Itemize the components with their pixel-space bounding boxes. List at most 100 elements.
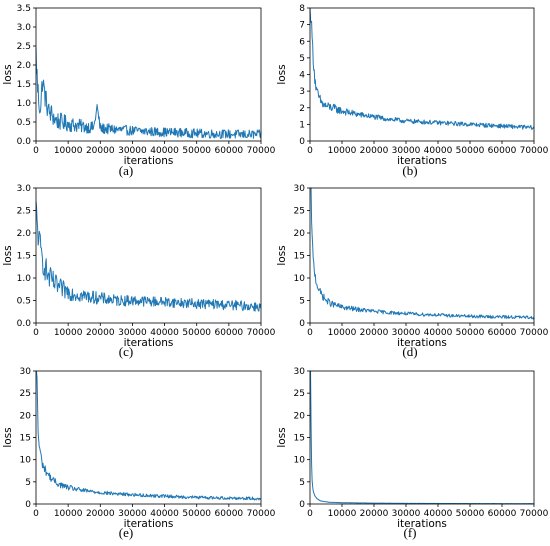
y-tick-label: 2.0 [17,229,32,239]
x-tick-label: 20000 [86,509,115,519]
loss-series-line [309,370,535,505]
y-tick-label: 15 [294,252,305,262]
x-axis-label: iterations [397,518,447,530]
y-tick-label: 5 [299,297,305,307]
x-tick-label: 40000 [150,146,179,156]
loss-series-line [309,7,535,131]
x-tick-label: 60000 [488,328,517,338]
y-tick-label: 5 [25,478,31,488]
y-tick-label: 0 [299,137,305,147]
x-tick-label: 10000 [328,509,357,519]
subplot-d: 0 5 10 15 20 25 30 0 10000 20000 30000 40000 50000 60… [276,184,549,359]
y-tick-label: 20 [294,229,306,239]
x-tick-label: 30000 [118,146,147,156]
axes-frame [35,187,262,324]
y-tick-label: 2.0 [17,61,32,71]
panel-label: (a) [119,163,133,178]
y-tick-label: 1.0 [17,274,32,284]
y-tick-label: 10 [294,274,306,284]
y-tick-label: 7 [299,21,305,31]
x-tick-label: 0 [307,146,313,156]
subplot-f: 0 5 10 15 20 25 30 0 10000 20000 30000 40000 50000 60… [276,367,549,540]
x-tick-label: 40000 [424,509,453,519]
y-tick-label: 3.5 [17,4,31,14]
y-tick-label: 0.0 [17,137,32,147]
x-tick-label: 30000 [392,146,421,156]
panel-label: (c) [119,344,133,359]
y-axis-label: loss [2,245,14,265]
x-tick-label: 60000 [488,146,517,156]
x-tick-label: 20000 [360,328,389,338]
y-tick-label: 4 [299,71,305,81]
y-tick-label: 1.5 [17,252,31,262]
panel-label: (d) [402,344,417,359]
panel-label: (b) [402,163,417,178]
x-tick-label: 50000 [182,509,211,519]
x-tick-label: 50000 [182,328,211,338]
y-axis-label: loss [2,64,14,84]
subplot-b: 0 1 2 3 4 5 6 7 8 0 10000 20000 30000 40000 50000 60000… [276,4,549,178]
x-axis-label: iterations [397,337,447,349]
x-tick-label: 10000 [54,509,83,519]
loss-series-line [35,370,262,501]
y-tick-label: 3.0 [17,184,32,194]
x-tick-label: 70000 [520,328,549,338]
y-tick-label: 2.5 [17,207,31,217]
y-tick-label: 8 [299,4,305,14]
x-tick-label: 60000 [215,146,244,156]
y-tick-label: 15 [294,434,305,444]
x-tick-label: 40000 [424,146,453,156]
y-axis-label: loss [276,64,288,84]
y-tick-label: 5 [299,478,305,488]
loss-series-line [35,47,262,139]
x-tick-label: 0 [307,509,313,519]
subplot-c: 0.0 0.5 1.0 1.5 2.0 2.5 3.0 0 10000 20000 30000 400… [2,184,276,359]
y-tick-label: 0.0 [17,319,32,329]
x-tick-label: 0 [33,146,39,156]
y-tick-label: 0 [299,319,305,329]
y-tick-label: 15 [20,434,31,444]
y-tick-label: 1.5 [17,80,31,90]
y-tick-label: 30 [294,367,306,377]
x-tick-label: 30000 [392,509,421,519]
x-tick-label: 50000 [456,146,485,156]
x-tick-label: 70000 [520,509,549,519]
axes-frame [309,7,535,142]
x-tick-label: 40000 [150,328,179,338]
x-axis-label: iterations [124,155,174,167]
axes-frame [309,370,535,505]
x-axis-label: iterations [397,155,447,167]
x-tick-label: 60000 [215,328,244,338]
y-tick-label: 0.5 [17,297,31,307]
x-tick-label: 10000 [54,146,83,156]
axes-frame [35,7,262,142]
x-tick-label: 50000 [456,328,485,338]
x-tick-label: 10000 [328,146,357,156]
x-tick-label: 60000 [215,509,244,519]
loss-series-line [310,187,535,320]
axes-frame [35,370,262,505]
y-tick-label: 0 [299,500,305,510]
x-tick-label: 50000 [456,509,485,519]
x-tick-label: 20000 [86,146,115,156]
x-tick-label: 40000 [424,328,453,338]
x-tick-label: 60000 [488,509,517,519]
y-tick-label: 25 [294,389,305,399]
x-tick-label: 20000 [86,328,115,338]
x-tick-label: 30000 [392,328,421,338]
y-tick-label: 5 [299,54,305,64]
y-axis-label: loss [276,427,288,447]
y-tick-label: 0 [25,500,31,510]
y-tick-label: 30 [20,367,32,377]
y-tick-label: 2 [299,104,305,114]
y-tick-label: 1 [299,120,305,130]
x-tick-label: 10000 [328,328,357,338]
x-tick-label: 0 [307,328,313,338]
x-tick-label: 30000 [118,509,147,519]
x-axis-label: iterations [124,337,174,349]
x-tick-label: 20000 [360,146,389,156]
x-tick-label: 10000 [54,328,83,338]
loss-series-line [35,201,262,312]
x-axis-label: iterations [124,518,174,530]
y-tick-label: 1.0 [17,99,32,109]
